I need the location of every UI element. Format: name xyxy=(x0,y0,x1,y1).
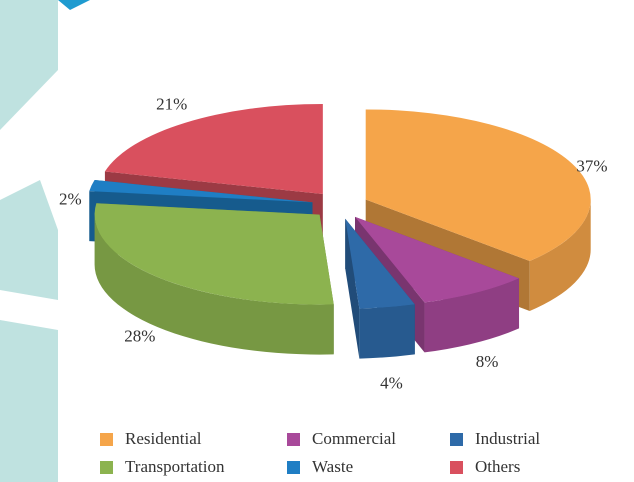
data-label: 21% xyxy=(156,94,187,113)
legend: Residential Commercial Industrial Transport… xyxy=(100,429,540,476)
decor-shape xyxy=(58,0,90,10)
data-label: 28% xyxy=(124,327,155,346)
slice-top xyxy=(89,179,313,203)
slice-side xyxy=(94,214,334,355)
background-decoration xyxy=(0,0,90,482)
slice-wall xyxy=(345,218,360,359)
slice-top xyxy=(345,218,415,309)
slice-side xyxy=(424,278,520,353)
legend-label: Others xyxy=(475,457,520,476)
decor-shape xyxy=(0,0,58,130)
legend-label: Residential xyxy=(125,429,202,448)
decor-shape xyxy=(0,180,58,300)
slice-side xyxy=(529,199,591,312)
legend-swatch xyxy=(450,433,463,446)
legend-label: Industrial xyxy=(475,429,540,448)
legend-swatch xyxy=(100,433,113,446)
slice xyxy=(345,218,415,359)
legend-swatch xyxy=(100,461,113,474)
data-label: 2% xyxy=(59,189,82,208)
slice xyxy=(94,203,334,355)
legend-swatch xyxy=(450,461,463,474)
slice-top xyxy=(94,203,334,305)
legend-swatch xyxy=(287,433,300,446)
data-label: 8% xyxy=(476,352,499,371)
slice-top xyxy=(355,216,520,303)
legend-label: Transportation xyxy=(125,457,225,476)
decor-shape xyxy=(0,320,58,482)
slice-top xyxy=(365,109,591,262)
slice-top xyxy=(104,103,323,194)
data-label: 37% xyxy=(576,156,607,175)
pie: 37% 8% 4% 28% 2% 21% xyxy=(59,94,607,392)
data-label: 4% xyxy=(380,374,403,393)
legend-label: Commercial xyxy=(312,429,396,448)
slice-side xyxy=(359,304,415,359)
legend-swatch xyxy=(287,461,300,474)
legend-label: Waste xyxy=(312,457,353,476)
